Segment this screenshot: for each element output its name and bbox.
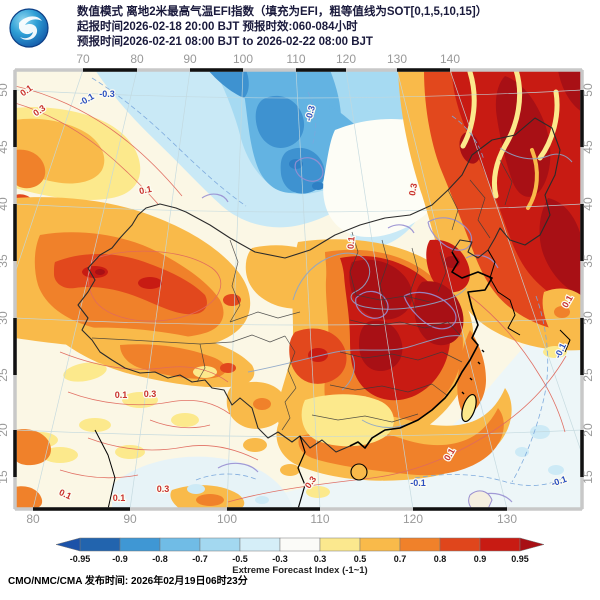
colorbar-segment — [319, 537, 361, 552]
contour-label: 0.1 — [115, 390, 128, 400]
contour-label: 0.1 — [138, 184, 152, 196]
lat-tick-right: 40 — [581, 197, 595, 211]
colorbar-arrow-left — [55, 537, 81, 552]
colorbar — [55, 537, 545, 552]
lat-tick-right: 50 — [581, 83, 595, 97]
contour-label: 0.3 — [144, 389, 157, 399]
colorbar-tick-labels: -0.95 -0.9 -0.8 -0.7 -0.5 -0.3 0.3 0.5 0.7 0.8 0.9… — [70, 554, 529, 564]
colorbar-tick: 0.95 — [511, 554, 529, 564]
lat-tick-left: 40 — [0, 197, 10, 211]
cma-logo — [9, 8, 49, 48]
lon-tick-top: 140 — [440, 52, 460, 66]
lat-tick-left: 45 — [0, 140, 10, 154]
colorbar-segment — [359, 537, 401, 552]
colorbar-tick: 0.7 — [394, 554, 407, 564]
colorbar-tick: -0.7 — [192, 554, 208, 564]
colorbar-segment — [79, 537, 121, 552]
colorbar-segment — [119, 537, 161, 552]
coastal-islets — [461, 349, 485, 395]
colorbar-tick: 0.5 — [354, 554, 367, 564]
colorbar-tick: 0.9 — [474, 554, 487, 564]
luzon-island — [468, 490, 493, 509]
contour-label: 0.3 — [157, 484, 170, 494]
contour-label: 0.3 — [407, 182, 419, 196]
colorbar-segment — [199, 537, 241, 552]
lat-tick-right: 15 — [581, 470, 595, 484]
lat-tick-left: 30 — [0, 311, 10, 325]
header: 数值模式 离地2米最高气温EFI指数（填充为EFI，粗等值线为SOT[0,1,5… — [8, 5, 487, 50]
title-block: 数值模式 离地2米最高气温EFI指数（填充为EFI，粗等值线为SOT[0,1,5… — [77, 5, 487, 50]
colorbar-segment — [279, 537, 321, 552]
lon-tick-top: 90 — [183, 52, 197, 66]
footer-agency: CMO/NMC/CMA — [8, 576, 83, 587]
coastline — [94, 249, 571, 509]
lon-tick-top: 70 — [76, 52, 90, 66]
lat-tick-left: 35 — [0, 254, 10, 268]
lon-tick-bottom: 130 — [497, 512, 517, 526]
valid-time-line: 预报时间2026-02-21 08:00 BJT to 2026-02-22 0… — [77, 36, 373, 48]
colorbar-segment — [159, 537, 201, 552]
axis-labels-left: 50 45 40 35 30 25 20 15 — [0, 83, 10, 484]
colorbar-segment — [439, 537, 481, 552]
taiwan-island — [461, 393, 477, 423]
efi-contours-positive — [15, 85, 567, 503]
contour-label: -0.1 — [410, 478, 426, 488]
colorbar-tick: -0.3 — [272, 554, 288, 564]
lon-tick-top: 120 — [336, 52, 356, 66]
map-frame — [13, 68, 584, 511]
lon-tick-top: 110 — [286, 52, 305, 66]
graticule — [15, 70, 582, 509]
efi-fill-layer — [15, 70, 582, 509]
colorbar-segment — [399, 537, 441, 552]
lat-tick-right: 30 — [581, 311, 595, 325]
sot-contours — [201, 157, 513, 503]
lon-tick-bottom: 120 — [403, 512, 423, 526]
colorbar-tick: -0.95 — [70, 554, 91, 564]
colorbar-tick: -0.9 — [112, 554, 128, 564]
lat-tick-left: 25 — [0, 368, 10, 382]
contour-label: -0.3 — [99, 89, 115, 99]
sea-fill-layer — [112, 290, 582, 509]
province-borders — [91, 159, 513, 431]
lat-tick-left: 15 — [0, 470, 10, 484]
colorbar-segment — [239, 537, 281, 552]
colorbar-tick: 0.8 — [434, 554, 447, 564]
lat-tick-left: 20 — [0, 423, 10, 437]
lat-tick-right: 25 — [581, 368, 595, 382]
colorbar-arrow-right — [519, 537, 545, 552]
contour-label: 0.1 — [345, 236, 356, 249]
colorbar-tick: 0.3 — [314, 554, 327, 564]
colorbar-segment — [479, 537, 521, 552]
hainan-island — [350, 463, 368, 481]
map-body — [15, 70, 582, 509]
init-time-line: 起报时间2026-02-18 20:00 BJT 预报时效:060-084小时 — [77, 21, 358, 33]
footer-issue-time: 发布时间: 2026年02月19日06时23分 — [84, 576, 248, 587]
axis-labels-right: 50 45 40 35 30 25 20 15 — [581, 83, 595, 484]
lon-tick-top: 80 — [130, 52, 144, 66]
axis-labels-bottom: 80 90 100 110 120 130 — [26, 512, 517, 526]
lon-tick-bottom: 110 — [310, 512, 329, 526]
lat-tick-right: 45 — [581, 140, 595, 154]
colorbar-tick: -0.8 — [152, 554, 168, 564]
logo-dragon-swirl — [19, 16, 42, 40]
efi-contours-negative — [91, 77, 565, 486]
colorbar-caption: Extreme Forecast Index (-1~1) — [232, 565, 367, 576]
lon-tick-top: 130 — [387, 52, 407, 66]
lat-tick-left: 50 — [0, 83, 10, 97]
lon-tick-bottom: 100 — [217, 512, 237, 526]
lon-tick-top: 100 — [233, 52, 253, 66]
lat-tick-right: 35 — [581, 254, 595, 268]
footer-credit-line: CMO/NMC/CMA 发布时间: 2026年02月19日06时23分 — [8, 572, 248, 587]
lon-tick-bottom: 90 — [123, 512, 137, 526]
colorbar-tick: -0.5 — [232, 554, 248, 564]
map-title: 数值模式 离地2米最高气温EFI指数（填充为EFI，粗等值线为SOT[0,1,5… — [77, 6, 488, 18]
lat-tick-right: 20 — [581, 423, 595, 437]
axis-labels-top: 70 80 90 100 110 120 130 140 — [76, 52, 460, 66]
lon-tick-bottom: 80 — [26, 512, 40, 526]
contour-label: 0.1 — [113, 493, 126, 503]
